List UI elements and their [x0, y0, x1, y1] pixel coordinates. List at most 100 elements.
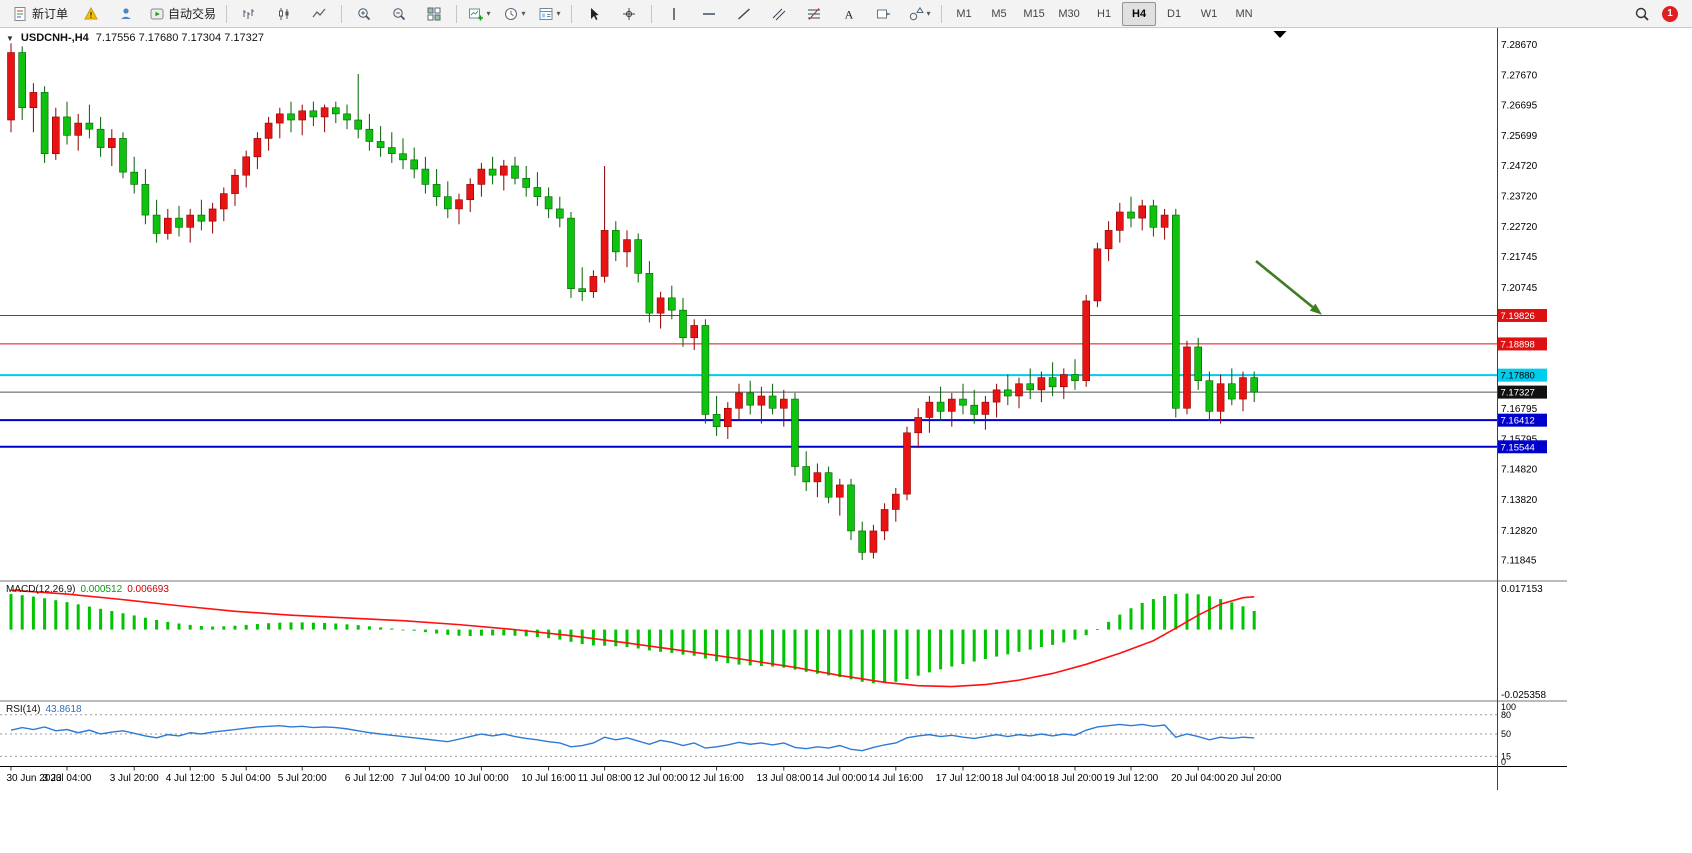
- toolbar-separator: [341, 4, 343, 23]
- svg-text:12 Jul 16:00: 12 Jul 16:00: [689, 773, 744, 784]
- tf-m1-button[interactable]: M1: [947, 2, 981, 26]
- chart-dropdown-icon[interactable]: ▼: [6, 33, 14, 43]
- candlestick-chart-icon: [279, 7, 289, 20]
- new-chart-button[interactable]: ▾: [462, 2, 496, 26]
- zoom-in-button[interactable]: [347, 2, 381, 26]
- crosshair-button[interactable]: [612, 2, 646, 26]
- tf-d1-button[interactable]: D1: [1157, 2, 1191, 26]
- svg-text:7 Jul 04:00: 7 Jul 04:00: [401, 773, 450, 784]
- crosshair-icon: [623, 7, 636, 20]
- community-button[interactable]: [109, 2, 143, 26]
- vertical-line-button[interactable]: [657, 2, 691, 26]
- label-icon: [877, 9, 892, 18]
- tf-mn-button-label: MN: [1235, 7, 1253, 20]
- alerts-button[interactable]: [74, 2, 108, 26]
- trendline-button[interactable]: [727, 2, 761, 26]
- candlestick-chart-button[interactable]: [267, 2, 301, 26]
- svg-text:7.22720: 7.22720: [1501, 222, 1538, 233]
- svg-text:12 Jul 00:00: 12 Jul 00:00: [633, 773, 688, 784]
- svg-text:7.28670: 7.28670: [1501, 40, 1538, 51]
- macd-main-value: 0.000512: [80, 584, 123, 595]
- autotrade-icon: [150, 8, 164, 19]
- tf-mn-button[interactable]: MN: [1227, 2, 1261, 26]
- chart-ohlc-readout: 7.17556 7.17680 7.17304 7.17327: [95, 32, 264, 44]
- svg-text:7.26695: 7.26695: [1501, 100, 1538, 111]
- dropdown-caret-icon: ▾: [486, 8, 491, 18]
- bar-chart-icon: [243, 8, 255, 19]
- notification-badge[interactable]: 1: [1662, 5, 1678, 22]
- shapes-button[interactable]: ▾: [902, 2, 936, 26]
- new-order-icon: [14, 6, 26, 21]
- fibonacci-icon: [808, 7, 821, 20]
- chart-title: ▼ USDCNH-,H4 7.17556 7.17680 7.17304 7.1…: [6, 32, 264, 44]
- svg-text:7.27670: 7.27670: [1501, 70, 1538, 81]
- search-icon: [1635, 7, 1649, 21]
- new-order-button-label: 新订单: [32, 7, 69, 21]
- svg-text:7.16412: 7.16412: [1501, 416, 1535, 427]
- svg-text:7.17327: 7.17327: [1501, 388, 1535, 399]
- dropdown-caret-icon: ▾: [926, 8, 931, 18]
- macd-name: MACD(12,26,9): [6, 584, 76, 595]
- svg-text:7.15795: 7.15795: [1501, 435, 1538, 446]
- rsi-indicator-label: RSI(14) 43.8618: [6, 704, 82, 715]
- label-button[interactable]: [867, 2, 901, 26]
- tf-d1-button-label: D1: [1167, 7, 1182, 20]
- clock-icon: [504, 7, 517, 20]
- svg-text:7.15544: 7.15544: [1501, 442, 1535, 453]
- tile-windows-button[interactable]: [417, 2, 451, 26]
- cursor-icon: [591, 7, 599, 20]
- svg-text:7.18898: 7.18898: [1501, 339, 1535, 350]
- svg-text:14 Jul 00:00: 14 Jul 00:00: [813, 773, 868, 784]
- tf-m15-button-label: M15: [1023, 7, 1045, 20]
- channel-button[interactable]: [762, 2, 796, 26]
- new-order-button[interactable]: 新订单: [8, 2, 73, 26]
- svg-text:10 Jul 16:00: 10 Jul 16:00: [521, 773, 576, 784]
- tf-w1-button[interactable]: W1: [1192, 2, 1226, 26]
- svg-text:7.16795: 7.16795: [1501, 404, 1538, 415]
- text-button[interactable]: A: [832, 2, 866, 26]
- tf-h1-button[interactable]: H1: [1087, 2, 1121, 26]
- svg-text:18 Jul 20:00: 18 Jul 20:00: [1048, 773, 1103, 784]
- search-button[interactable]: [1625, 2, 1659, 26]
- toolbar-separator: [226, 4, 228, 23]
- zoom-in-icon: [358, 7, 371, 20]
- svg-text:14 Jul 16:00: 14 Jul 16:00: [869, 773, 924, 784]
- svg-text:7.23720: 7.23720: [1501, 192, 1538, 203]
- chart-canvas[interactable]: 7.28670 7.27670 7.26695 7.25699 7.24720 7.237…: [0, 28, 1567, 790]
- trendline-icon: [738, 7, 751, 20]
- svg-text:80: 80: [1501, 710, 1511, 720]
- community-icon: [121, 7, 132, 19]
- zoom-out-button[interactable]: [382, 2, 416, 26]
- cursor-button[interactable]: [577, 2, 611, 26]
- template-icon: [539, 7, 553, 20]
- tf-m5-button[interactable]: M5: [982, 2, 1016, 26]
- svg-text:15: 15: [1501, 751, 1511, 761]
- macd-signal-value: 0.006693: [127, 584, 169, 595]
- tf-m15-button[interactable]: M15: [1017, 2, 1051, 26]
- templates-button[interactable]: ▾: [532, 2, 566, 26]
- svg-text:7.20745: 7.20745: [1501, 283, 1538, 294]
- bar-chart-button[interactable]: [232, 2, 266, 26]
- horizontal-line-button[interactable]: [692, 2, 726, 26]
- tf-h4-button-label: H4: [1132, 7, 1147, 20]
- svg-text:-0.025358: -0.025358: [1501, 690, 1546, 701]
- tf-h4-button[interactable]: H4: [1122, 1, 1157, 26]
- periods-button[interactable]: ▾: [497, 2, 531, 26]
- svg-text:20 Jul 20:00: 20 Jul 20:00: [1227, 773, 1282, 784]
- svg-text:18 Jul 04:00: 18 Jul 04:00: [992, 773, 1047, 784]
- svg-text:7.19826: 7.19826: [1501, 311, 1535, 322]
- tf-m30-button[interactable]: M30: [1052, 2, 1086, 26]
- zoom-out-icon: [393, 7, 406, 20]
- line-chart-button[interactable]: [302, 2, 336, 26]
- svg-text:5 Jul 04:00: 5 Jul 04:00: [222, 773, 271, 784]
- text-icon: A: [845, 7, 854, 21]
- autotrade-button[interactable]: 自动交易: [144, 2, 221, 26]
- svg-text:11 Jul 08:00: 11 Jul 08:00: [578, 773, 632, 784]
- new-chart-icon: [468, 8, 483, 20]
- svg-text:5 Jul 20:00: 5 Jul 20:00: [278, 773, 327, 784]
- autotrade-button-label: 自动交易: [168, 7, 217, 21]
- svg-text:100: 100: [1501, 702, 1516, 712]
- fibonacci-button[interactable]: [797, 2, 831, 26]
- toolbar-separator: [456, 4, 458, 23]
- svg-text:17 Jul 12:00: 17 Jul 12:00: [936, 773, 991, 784]
